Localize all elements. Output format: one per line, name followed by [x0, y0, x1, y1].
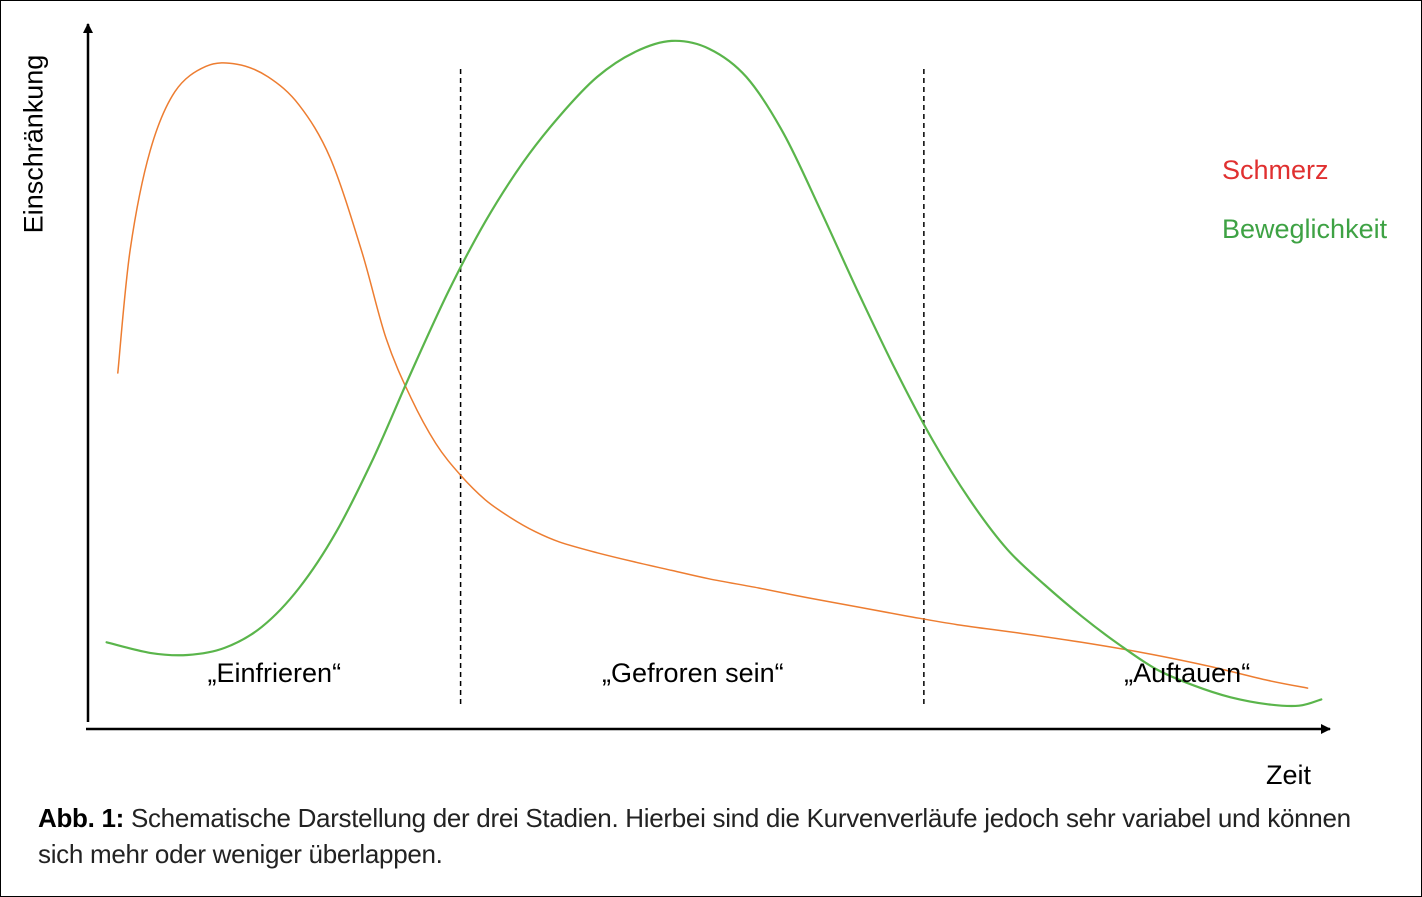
phase-boundaries — [459, 69, 925, 704]
series-line-schmerz — [117, 62, 1309, 689]
series-line-beweglichkeit — [105, 39, 1323, 708]
phase-label-einfrieren: „Einfrieren“ — [207, 658, 342, 688]
y-axis-label: Einschränkung — [18, 54, 49, 234]
legend-schmerz: Schmerz — [1222, 155, 1329, 185]
x-axis-label: Zeit — [1266, 760, 1312, 790]
caption-label: Abb. 1: — [38, 803, 125, 833]
figure-caption: Abb. 1: Schematische Darstellung der dre… — [38, 800, 1398, 872]
legend-beweglichkeit: Beweglichkeit — [1222, 214, 1388, 244]
phase-label-auftauen: „Auftauen“ — [1124, 658, 1251, 688]
series-layer — [105, 39, 1323, 708]
caption-text: Schematische Darstellung der drei Stadie… — [38, 803, 1351, 869]
phase-label-gefroren-sein: „Gefroren sein“ — [602, 658, 784, 688]
